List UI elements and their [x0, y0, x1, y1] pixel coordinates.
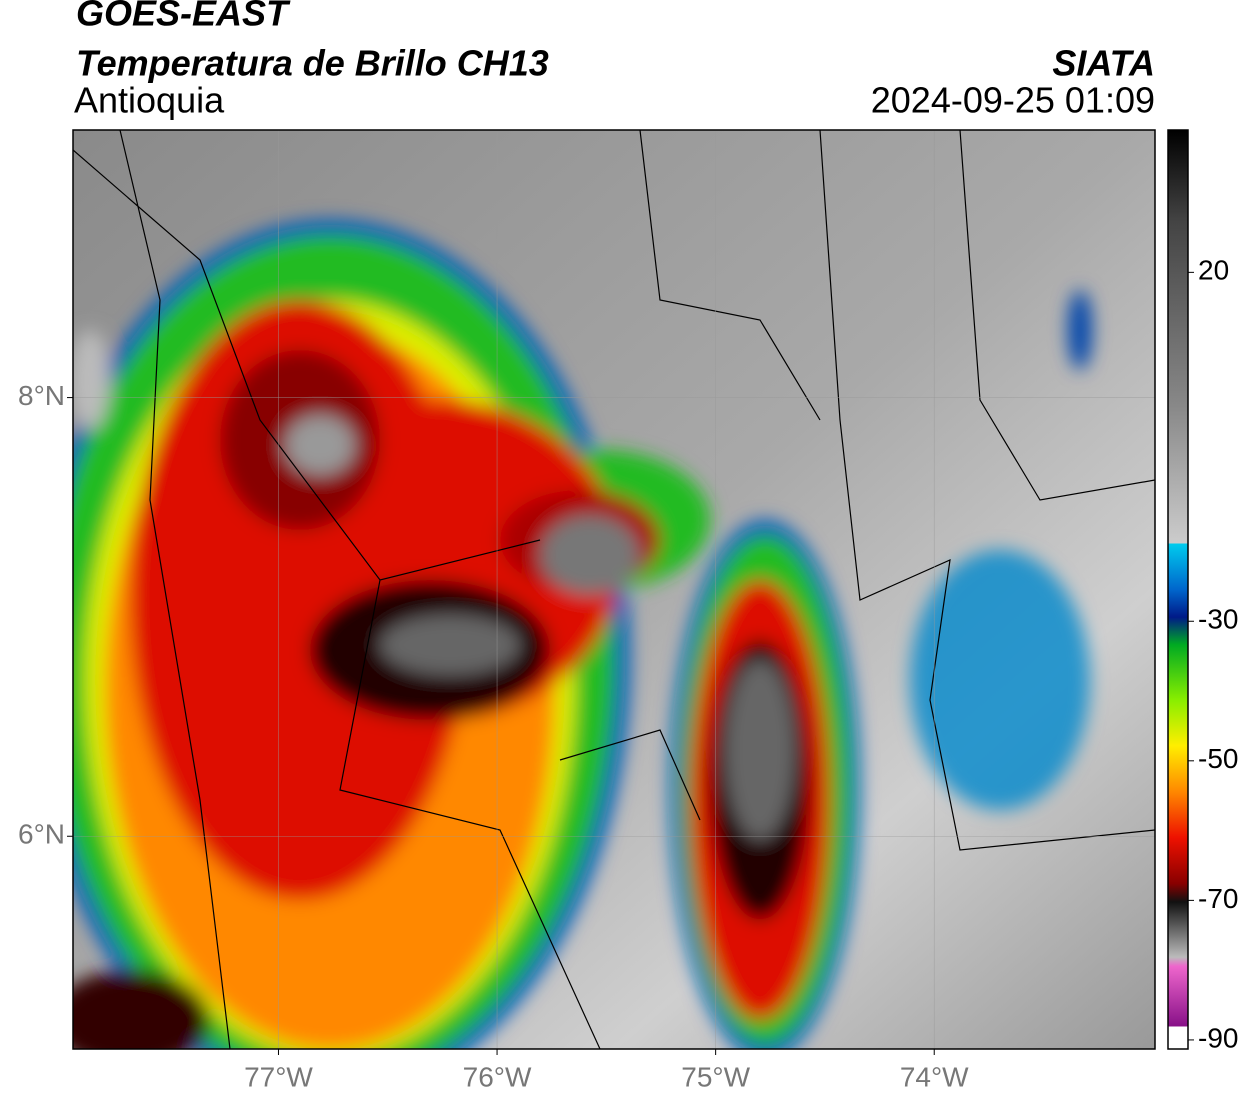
- colorbar-tick-label: -30: [1198, 604, 1238, 635]
- subtitle: Temperatura de Brillo CH13: [76, 43, 549, 84]
- colorbar-tick-label: 20: [1198, 255, 1229, 286]
- satellite-image: [73, 130, 1155, 1049]
- y-tick-label: 6°N: [18, 819, 65, 850]
- y-tick-label: 8°N: [18, 380, 65, 411]
- x-tick-label: 77°W: [244, 1061, 313, 1092]
- title: GOES-EAST: [76, 0, 291, 34]
- x-tick-label: 76°W: [463, 1061, 532, 1092]
- x-tick-label: 74°W: [900, 1061, 969, 1092]
- colorbar-tick-label: -90: [1198, 1022, 1238, 1053]
- colorbar: [1167, 129, 1189, 1050]
- source: SIATA: [1052, 43, 1155, 84]
- x-tick-label: 75°W: [681, 1061, 750, 1092]
- colorbar-tick-label: -50: [1198, 743, 1238, 774]
- region: Antioquia: [74, 80, 225, 121]
- timestamp: 2024-09-25 01:09: [871, 80, 1155, 121]
- colorbar-tick-label: -70: [1198, 883, 1238, 914]
